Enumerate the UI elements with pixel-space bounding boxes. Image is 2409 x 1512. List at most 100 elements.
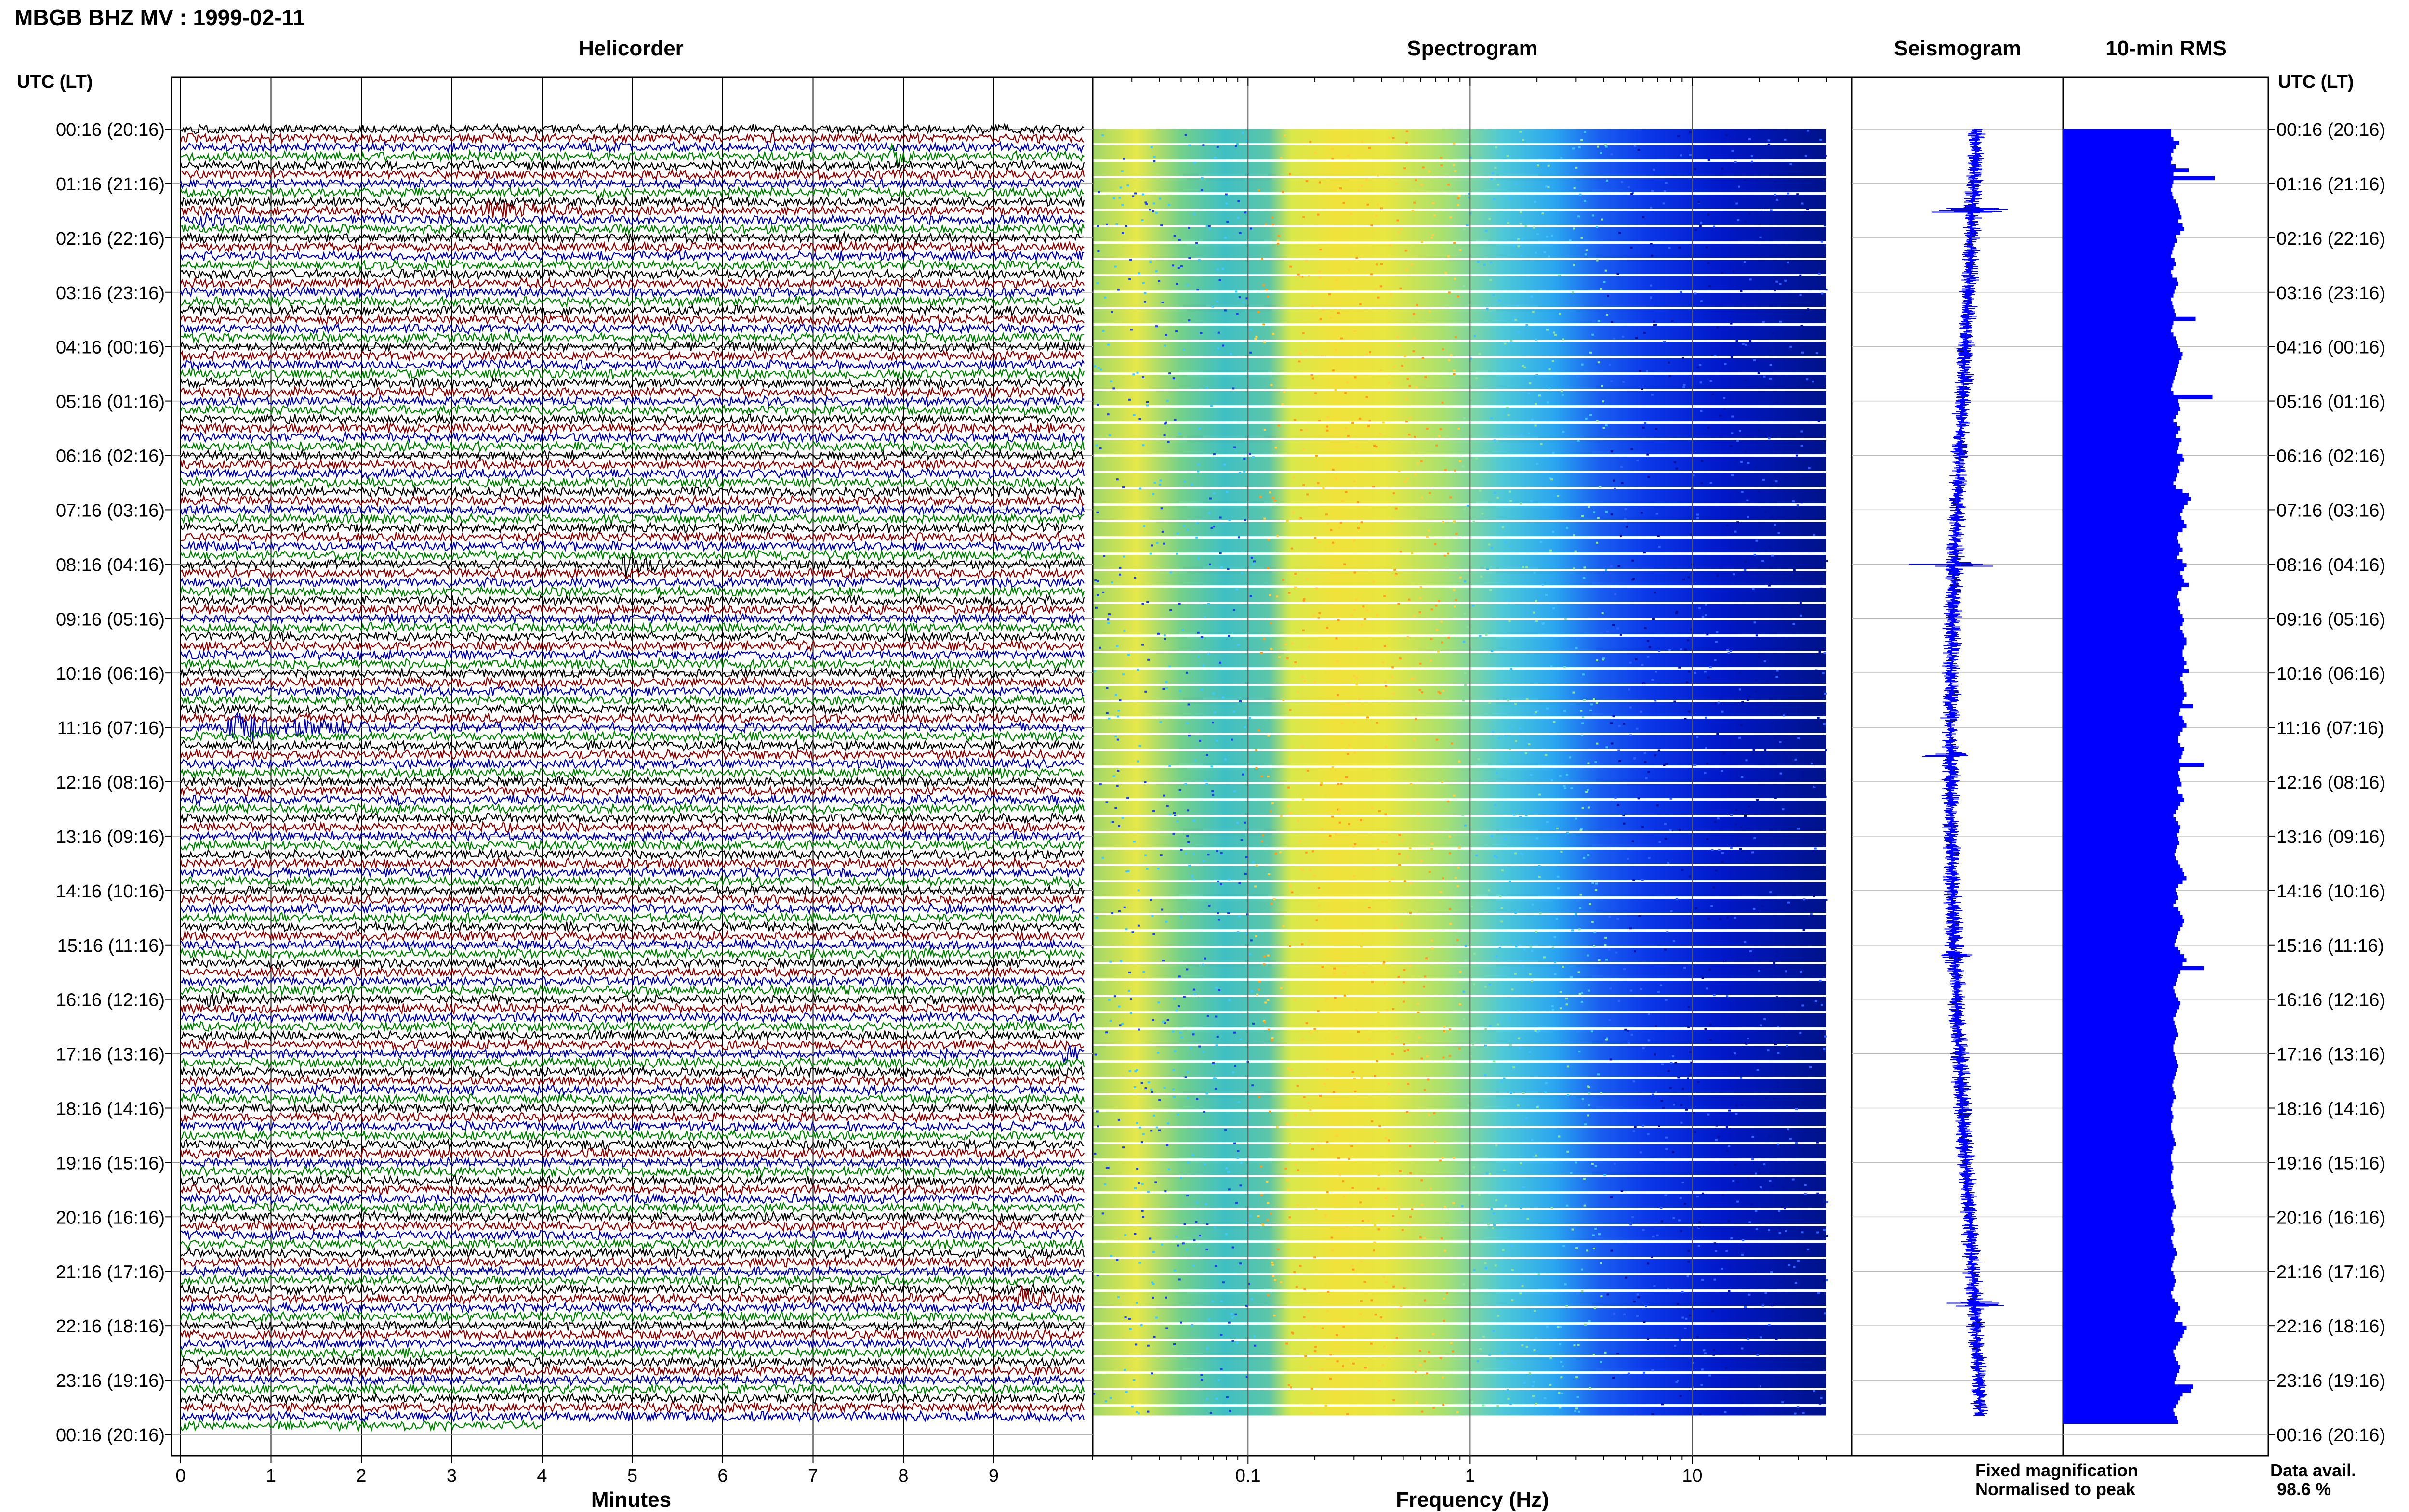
- spectrogram-speckle: [1501, 869, 1504, 871]
- spectrogram-speckle: [1642, 682, 1645, 684]
- spectrogram-speckle: [1678, 1219, 1681, 1222]
- spectrogram-speckle: [1667, 862, 1669, 864]
- spectrogram-speckle: [1641, 879, 1644, 881]
- spectrogram-speckle: [1730, 356, 1733, 358]
- spectrogram-speckle: [1604, 1351, 1607, 1354]
- spectrogram-speckle: [1303, 598, 1306, 600]
- spectrogram-speckle: [1294, 572, 1297, 575]
- spectrogram-speckle: [1167, 1168, 1170, 1170]
- spectrogram-speckle: [1212, 794, 1215, 796]
- spectrogram-speckle: [1192, 853, 1195, 855]
- spectrogram-speckle: [1141, 644, 1144, 646]
- spectrogram-speckle: [1591, 333, 1594, 336]
- spectrogram-speckle: [1822, 672, 1825, 674]
- helicorder-trace: [180, 142, 1085, 169]
- rms-bar: [2063, 184, 2173, 188]
- rms-bar: [2063, 364, 2178, 368]
- spectrogram-speckle: [1443, 1026, 1446, 1028]
- spectrogram-speckle: [1430, 1188, 1432, 1190]
- spectrogram-speckle: [1800, 501, 1803, 504]
- spectrogram-speckle: [1589, 1387, 1591, 1389]
- spectrogram-speckle: [1321, 966, 1324, 968]
- helicorder-trace: [180, 1056, 1085, 1070]
- time-label-right: 18:16 (14:16): [2277, 1099, 2385, 1119]
- spectrogram-speckle: [1301, 869, 1304, 871]
- spectrogram-speckle: [1716, 733, 1719, 735]
- spectrogram-speckle: [1693, 1112, 1695, 1114]
- spectrogram-speckle: [1807, 130, 1810, 132]
- spectrogram-speckle: [1207, 652, 1210, 655]
- rms-bar: [2063, 1388, 2191, 1393]
- spectrogram-speckle: [1420, 1179, 1423, 1182]
- helicorder-trace: [180, 748, 1085, 762]
- spectrogram-speckle: [1704, 1352, 1707, 1354]
- spectrogram-speckle: [1760, 1024, 1762, 1026]
- spectrogram-speckle: [1175, 330, 1178, 332]
- spectrogram-speckle: [1657, 535, 1660, 537]
- helicorder-trace: [180, 1228, 1085, 1242]
- spectrogram-speckle: [1335, 832, 1337, 835]
- spectrogram-speckle: [1439, 1159, 1442, 1162]
- spectrogram-speckle: [1768, 1324, 1771, 1326]
- spectrogram-speckle: [1271, 1263, 1274, 1266]
- spectrogram-speckle: [1121, 170, 1124, 172]
- spectrogram-speckle: [1634, 950, 1636, 953]
- spectrogram-speckle: [1379, 433, 1382, 435]
- rms-bar: [2063, 1083, 2173, 1088]
- spectrogram-speckle: [1298, 360, 1301, 363]
- spectrogram-row: [1093, 162, 1826, 176]
- minute-tick-label: 6: [717, 1466, 728, 1486]
- rms-bar: [2063, 133, 2171, 137]
- spectrogram-speckle: [1416, 1401, 1418, 1404]
- spectrogram-speckle: [1294, 661, 1297, 663]
- spectrogram-speckle: [1579, 193, 1582, 196]
- spectrogram-speckle: [1630, 1033, 1633, 1036]
- time-label-left: 13:16 (09:16): [56, 827, 165, 847]
- spectrogram-speckle: [1778, 1232, 1781, 1234]
- spectrogram-speckle: [1711, 849, 1714, 851]
- rms-bar: [2063, 1106, 2171, 1111]
- spectrogram-speckle: [1320, 784, 1323, 786]
- spectrogram-speckle: [1122, 1146, 1125, 1149]
- rms-bar: [2063, 1259, 2174, 1264]
- spectrogram-speckle: [1724, 1411, 1727, 1413]
- spectrogram-speckle: [1535, 711, 1537, 713]
- spectrogram-speckle: [1166, 805, 1169, 807]
- spectrogram-speckle: [1668, 649, 1671, 651]
- spectrogram-speckle: [1639, 370, 1641, 372]
- rms-bar: [2063, 1040, 2175, 1045]
- spectrogram-speckle: [1529, 382, 1532, 385]
- spectrogram-speckle: [1161, 530, 1164, 533]
- spectrogram-speckle: [1301, 1039, 1304, 1041]
- spectrogram-speckle: [1651, 1369, 1654, 1372]
- spectrogram-speckle: [1819, 1064, 1822, 1066]
- spectrogram-speckle: [1277, 239, 1280, 242]
- spectrogram-speckle: [1679, 1339, 1681, 1341]
- spectrogram-speckle: [1572, 147, 1575, 150]
- spectrogram-speckle: [1220, 883, 1222, 885]
- spectrogram-speckle: [1377, 1174, 1380, 1176]
- helicorder-trace: [180, 1345, 1085, 1360]
- spectrogram-speckle: [1744, 1306, 1747, 1308]
- spectrogram-speckle: [1285, 1342, 1288, 1345]
- spectrogram-speckle: [1747, 1177, 1749, 1180]
- spectrogram-speckle: [1441, 1237, 1443, 1239]
- spectrogram-speckle: [1351, 1187, 1354, 1189]
- spectrogram-row: [1093, 1112, 1826, 1126]
- spectrogram-speckle: [1802, 1412, 1805, 1414]
- spectrogram-speckle: [1126, 797, 1129, 799]
- rms-bar: [2063, 1248, 2176, 1252]
- spectrogram-speckle: [1406, 1111, 1409, 1113]
- spectrogram-speckle: [1150, 1130, 1153, 1132]
- spectrogram-speckle: [1532, 311, 1535, 313]
- spectrogram-speckle: [1343, 1195, 1346, 1197]
- spectrogram-speckle: [1164, 1190, 1167, 1193]
- spectrogram-speckle: [1154, 1181, 1157, 1183]
- spectrogram-speckle: [1800, 325, 1803, 327]
- spectrogram-speckle: [1801, 1409, 1804, 1411]
- spectrogram-speckle: [1781, 1401, 1784, 1404]
- spectrogram-speckle: [1631, 579, 1634, 581]
- spectrogram-speckle: [1302, 484, 1305, 486]
- spectrogram-speckle: [1440, 620, 1443, 623]
- spectrogram-speckle: [1779, 320, 1782, 323]
